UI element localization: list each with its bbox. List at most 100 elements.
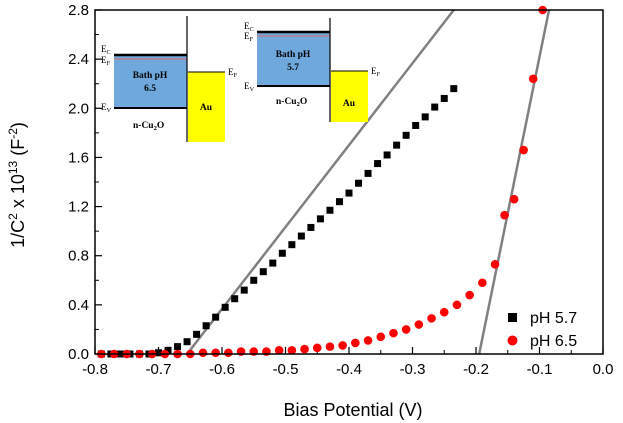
data-point-ph-5-7 <box>345 189 353 197</box>
data-point-ph-6-5 <box>274 346 284 355</box>
ef-label: EF <box>101 55 111 67</box>
y-label-part: x 10 <box>8 174 28 213</box>
ec-label: EC <box>101 44 111 56</box>
semiconductor-block <box>257 32 330 86</box>
bath-label-line2: 5.7 <box>287 63 299 73</box>
data-point-ph-5-7 <box>183 338 191 346</box>
au-label: Au <box>200 103 213 113</box>
ef-label: EF <box>244 31 254 43</box>
y-label-part: (F <box>8 139 28 161</box>
y-label-part: 1/C <box>8 220 28 248</box>
x-tick-label: -0.6 <box>209 361 235 378</box>
data-point-ph-6-5 <box>509 194 519 204</box>
data-point-ph-6-5 <box>363 336 373 345</box>
ec-label: EC <box>244 21 254 33</box>
data-point-ph-6-5 <box>427 314 436 323</box>
data-point-ph-6-5 <box>452 300 462 310</box>
data-point-ph-6-5 <box>401 325 411 334</box>
y-tick-label: 1.6 <box>68 149 89 166</box>
data-point-ph-5-7 <box>421 113 429 121</box>
metal-ef-label: EF <box>371 66 381 78</box>
au-label: Au <box>343 99 356 109</box>
bath-label-line2: 6.5 <box>144 84 156 94</box>
metal-ef-label: EF <box>228 67 238 79</box>
data-point-ph-6-5 <box>414 320 424 329</box>
data-point-ph-6-5 <box>389 328 398 338</box>
metal-block <box>188 72 225 142</box>
data-point-ph-5-7 <box>374 160 382 168</box>
legend-label-ph65: pH 6.5 <box>530 333 577 350</box>
data-point-ph-5-7 <box>288 241 296 249</box>
ev-label: EV <box>244 81 255 93</box>
data-point-ph-6-5 <box>465 290 474 300</box>
data-point-ph-5-7 <box>383 151 391 159</box>
bath-label-line1: Bath pH <box>276 50 311 60</box>
data-point-ph-5-7 <box>393 141 401 149</box>
data-point-ph-5-7 <box>440 94 448 102</box>
data-point-ph-5-7 <box>402 131 410 139</box>
cu2o-label: n-Cu2O <box>276 97 307 108</box>
data-point-ph-5-7 <box>202 322 210 330</box>
data-point-ph-6-5 <box>338 341 347 350</box>
x-tick-label: -0.5 <box>273 361 299 378</box>
data-point-ph-6-5 <box>300 344 309 354</box>
y-axis-label: 1/C2 x 1013 (F-2) <box>6 122 28 248</box>
data-point-ph-5-7 <box>250 276 258 284</box>
y-tick-label: 2.8 <box>68 2 89 19</box>
legend-marker-ph57 <box>508 313 517 322</box>
ev-label: EV <box>101 102 112 114</box>
metal-block <box>331 71 368 122</box>
data-points <box>97 5 547 359</box>
cu2o-label: n-Cu2O <box>133 121 164 132</box>
data-point-ph-5-7 <box>431 103 439 111</box>
x-tick-label: -0.3 <box>400 361 426 378</box>
x-tick-label: -0.2 <box>463 361 489 378</box>
data-point-ph-6-5 <box>287 346 297 355</box>
band-diagram-ph57: EC EF EV EF Bath pH 5.7 Au n-Cu2O <box>244 18 381 122</box>
y-tick-label: 0.8 <box>68 248 89 265</box>
data-point-ph-6-5 <box>439 307 449 317</box>
legend: pH 5.7 pH 6.5 <box>507 310 577 350</box>
data-point-ph-5-7 <box>164 346 172 354</box>
band-diagram-ph65: EC EF EV EF Bath pH 6.5 Au n-Cu2O <box>101 16 238 142</box>
y-tick-label: 0.0 <box>68 346 89 363</box>
data-point-ph-5-7 <box>231 295 239 303</box>
data-point-ph-6-5 <box>224 348 233 358</box>
data-point-ph-6-5 <box>211 348 220 358</box>
y-tick-label: 0.4 <box>68 297 89 314</box>
y-label-sup: 13 <box>6 160 20 174</box>
bath-label-line1: Bath pH <box>133 71 168 81</box>
fit-lines <box>186 10 551 354</box>
x-axis-label: Bias Potential (V) <box>283 400 422 420</box>
data-point-ph-5-7 <box>259 268 267 276</box>
data-point-ph-6-5 <box>351 338 360 348</box>
x-tick-label: -0.8 <box>82 361 108 378</box>
fit-line-2 <box>477 10 551 354</box>
x-tick-label: 0.0 <box>593 361 614 378</box>
plot-frame <box>94 9 604 355</box>
data-point-ph-5-7 <box>269 259 277 267</box>
y-label-part: ) <box>8 122 28 128</box>
x-tick-label: -0.1 <box>527 361 553 378</box>
data-point-ph-5-7 <box>174 343 182 351</box>
data-point-ph-5-7 <box>212 313 220 321</box>
data-point-ph-5-7 <box>155 349 162 357</box>
data-point-ph-5-7 <box>240 286 248 294</box>
tick-labels: -0.8 -0.7 -0.6 -0.5 -0.4 -0.3 -0.2 -0.1 0.0 0.0 0.… <box>68 2 613 378</box>
x-tick-label: -0.4 <box>336 361 362 378</box>
data-point-ph-5-7 <box>221 303 229 311</box>
data-point-ph-5-7 <box>355 179 363 187</box>
data-point-ph-6-5 <box>312 343 322 353</box>
data-point-ph-5-7 <box>307 223 315 231</box>
data-point-ph-6-5 <box>376 332 386 342</box>
y-label-sup: 2 <box>6 213 20 220</box>
data-point-ph-6-5 <box>500 210 509 220</box>
data-point-ph-5-7 <box>364 169 372 177</box>
y-tick-label: 2.0 <box>68 100 89 117</box>
legend-marker-ph65 <box>507 335 518 346</box>
data-point-ph-6-5 <box>528 74 538 84</box>
y-tick-label: 2.4 <box>68 51 89 68</box>
data-point-ph-6-5 <box>490 260 500 269</box>
x-tick-label: -0.7 <box>146 361 172 378</box>
